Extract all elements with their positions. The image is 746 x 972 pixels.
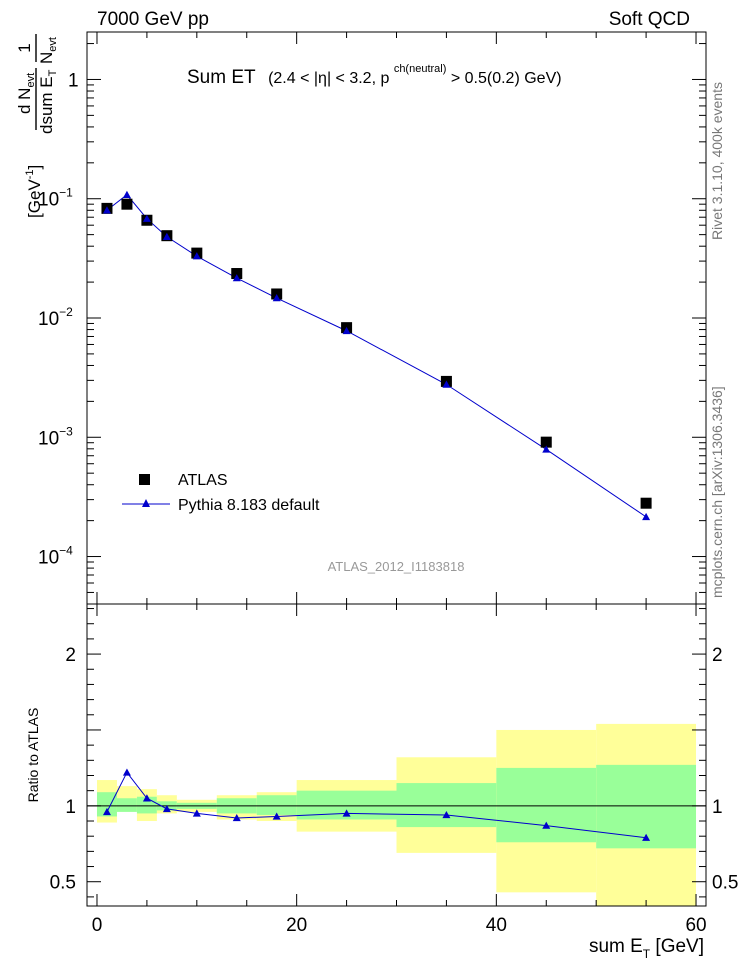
x-tick-label-40: 40 xyxy=(486,915,507,936)
mc-point-5 xyxy=(232,274,241,282)
title-cut-a: (2.4 < |η| < 3.2, p xyxy=(268,70,389,87)
ratio-series-markers xyxy=(102,768,651,841)
ratio-band-inner-9 xyxy=(496,767,597,843)
ratio-tick-label-right-2: 2 xyxy=(712,645,723,666)
y-tick-label-2: 10−2 xyxy=(38,305,73,330)
ratio-point-7 xyxy=(342,809,351,817)
legend-label-atlas: ATLAS xyxy=(178,472,228,489)
mc-point-3 xyxy=(162,232,171,240)
ratio-point-5 xyxy=(232,813,241,822)
ratio-band-inner-6 xyxy=(256,795,297,815)
data-point-6 xyxy=(271,288,283,300)
ratio-point-1 xyxy=(122,768,131,776)
header-right: Soft QCD xyxy=(609,9,690,30)
data-point-1 xyxy=(121,198,133,210)
ylabel-one: 1 xyxy=(15,43,34,52)
ylabel-dsum: dsum ET xyxy=(37,69,59,134)
data-point-9 xyxy=(540,436,552,448)
ratio-tick-label-left-2: 2 xyxy=(65,645,76,666)
mc-point-0 xyxy=(102,206,111,214)
ratio-band-inner-0 xyxy=(96,792,117,817)
ratio-band-inner-8 xyxy=(396,783,497,828)
y-tick-label-1: 10−3 xyxy=(38,424,73,449)
ratio-tick-label-left-1: 1 xyxy=(65,797,76,818)
mc-point-4 xyxy=(192,252,201,260)
mc-point-9 xyxy=(542,445,551,453)
data-point-10 xyxy=(640,497,652,509)
ylabel-dnevt: d Nevt xyxy=(15,73,37,114)
ratio-point-3 xyxy=(162,804,171,813)
ratio-point-6 xyxy=(272,812,281,820)
tick-labels: 0 20 40 60 10−4 10−3 10−2 10−1 1 0.5 0.5 1 1 2 2 xyxy=(38,70,738,936)
title-main: Sum ET xyxy=(187,67,256,88)
ratio-tick-label-right-1: 1 xyxy=(712,797,723,818)
mc-series-line xyxy=(106,194,647,518)
y-tick-label-4: 1 xyxy=(68,70,79,91)
ratio-point-8 xyxy=(442,810,451,819)
ylabel-unit: [GeV-1] xyxy=(24,165,44,218)
title-cut-sup: ch(neutral) xyxy=(394,63,447,75)
axis-ticks xyxy=(87,32,706,906)
legend-label-pythia: Pythia 8.183 default xyxy=(178,497,320,514)
ratio-point-0 xyxy=(102,807,111,816)
x-axis-label: sum ET [GeV] xyxy=(589,936,704,961)
x-tick-label-0: 0 xyxy=(92,915,103,936)
mc-point-6 xyxy=(272,294,281,302)
legend-marker-pythia xyxy=(142,499,150,507)
ratio-point-9 xyxy=(542,821,551,829)
mc-point-10 xyxy=(642,512,651,521)
ratio-tick-label-right-0.5: 0.5 xyxy=(712,873,738,894)
ratio-point-10 xyxy=(642,833,651,841)
ratio-point-2 xyxy=(142,794,151,802)
title-cut-b: > 0.5(0.2) GeV) xyxy=(451,70,562,87)
mc-point-2 xyxy=(142,214,151,222)
ylabel-nevt: Nevt xyxy=(37,37,59,64)
ratio-point-4 xyxy=(192,809,201,817)
x-tick-label-60: 60 xyxy=(685,915,706,936)
ratio-tick-label-left-0.5: 0.5 xyxy=(50,873,76,894)
data-series-markers xyxy=(101,198,652,509)
side-label-rivet: Rivet 3.1.10, 400k events xyxy=(709,82,725,240)
y-tick-label-3: 10−1 xyxy=(38,186,73,211)
legend: ATLAS Pythia 8.183 default xyxy=(122,472,320,514)
mc-point-1 xyxy=(122,190,131,198)
x-tick-label-20: 20 xyxy=(286,915,307,936)
mc-point-7 xyxy=(342,326,351,335)
analysis-id-label: ATLAS_2012_I1183818 xyxy=(328,559,465,574)
data-point-5 xyxy=(231,268,243,280)
y-tick-label-0: 10−4 xyxy=(38,544,73,569)
mc-point-8 xyxy=(442,380,451,388)
main-plot-frame xyxy=(86,31,707,605)
legend-marker-atlas xyxy=(139,474,150,485)
y-axis-label: 1 Nevt d Nevt dsum ET [GeV-1] xyxy=(15,34,59,218)
mc-polyline xyxy=(106,194,647,518)
chart-title: Sum ET (2.4 < |η| < 3.2, p ch(neutral) >… xyxy=(187,59,562,88)
ratio-axis-label: Ratio to ATLAS xyxy=(25,708,41,803)
ratio-band-inner-1 xyxy=(116,798,137,812)
side-label-mcplots: mcplots.cern.ch [arXiv:1306.3436] xyxy=(709,386,725,598)
ratio-uncertainty-bands xyxy=(96,723,697,906)
mc-series-markers xyxy=(102,190,651,521)
header-left: 7000 GeV pp xyxy=(97,9,209,30)
